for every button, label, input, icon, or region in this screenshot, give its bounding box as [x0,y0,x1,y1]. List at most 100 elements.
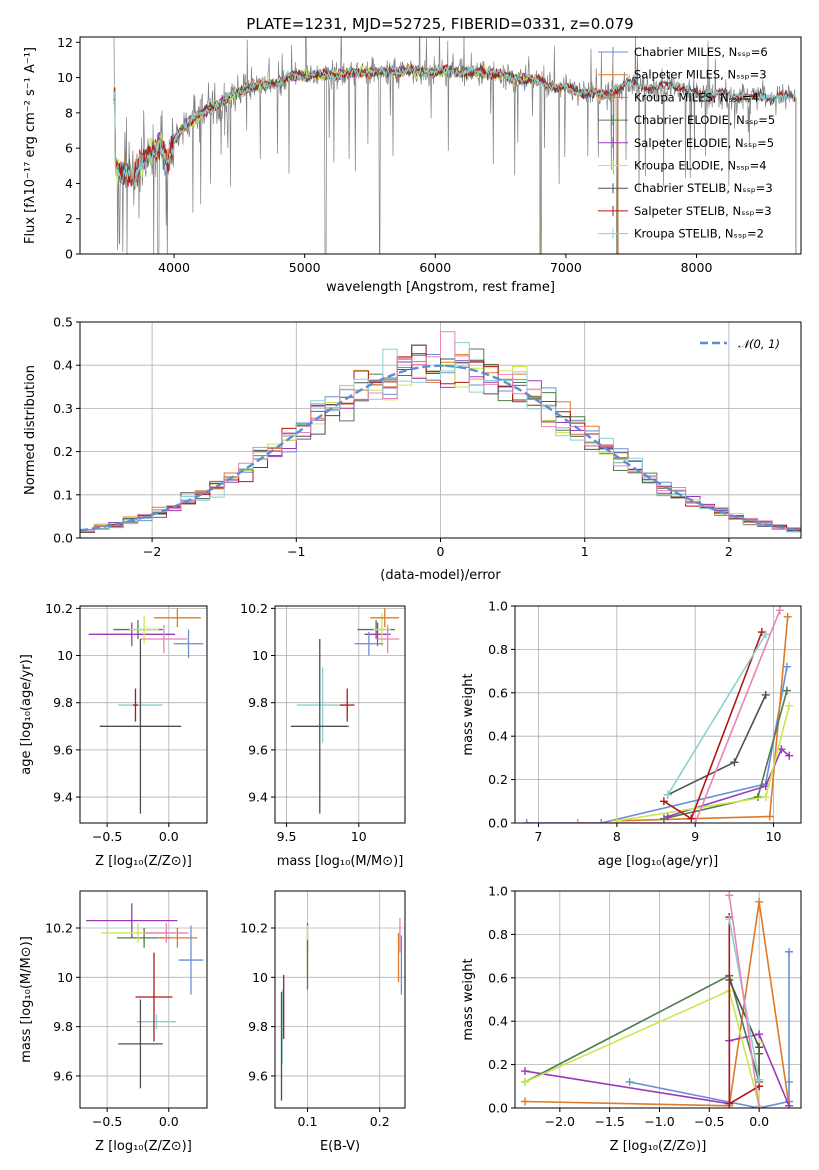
age-weight-series-8 [577,610,781,823]
ebv-mass-ytick-label: 10.2 [240,920,268,935]
spectrum-xtick-label: 7000 [550,260,582,275]
z-weight-series-1 [524,901,790,1107]
mass-age-errorbar-5 [376,624,400,654]
residuals-plot-area [80,331,801,534]
z-age-xtick-label: −0.5 [92,829,122,844]
z-weight-marker [520,1097,529,1106]
age-weight-frame [514,605,802,824]
mass-age-ytick-label: 9.6 [248,742,268,757]
z-weight-marker [520,1067,529,1076]
figure-title: PLATE=1231, MJD=52725, FIBERID=0331, z=0… [246,15,633,33]
mass-age-ytick-label: 9.4 [248,790,268,805]
spectrum-xtick-label: 6000 [419,260,451,275]
z-age-errorbar-4 [173,629,204,658]
z-mass-ytick-label: 9.8 [53,1019,73,1034]
age-weight-series-6 [663,631,763,820]
z-mass-errorbar-7 [135,952,173,1042]
age-weight-ylabel: mass weight [461,673,476,755]
residuals-legend: 𝒩(0, 1) [700,337,780,351]
z-weight-marker [725,1099,734,1108]
z-age-errorbar-7 [133,688,138,722]
residuals-hist-8 [80,331,801,532]
spectrum-legend-label: Salpeter MILES, Nₛₛₚ=3 [634,68,767,82]
z-age-ytick-label: 9.8 [53,695,73,710]
age-weight-plot-area [522,606,794,823]
residuals-axes: −2 −1 0 1 2 0.0 0.1 0.2 0.3 0.4 0.5 [53,315,801,559]
z-age-errorbar-3 [153,608,201,628]
z-weight-xlabel: Z [log₁₀(Z/Z⊙)] [610,1139,707,1154]
z-mass-errorbar-6 [136,1014,177,1030]
z-age-xtick-label: 0.0 [159,829,179,844]
spectrum-legend-label: Chabrier STELIB, Nₛₛₚ=3 [634,181,773,195]
age-weight-ytick-label: 0.6 [488,685,508,700]
ebv-mass-frame [274,890,406,1109]
spectrum-xtick-label: 5000 [289,260,321,275]
z-age-ytick-label: 9.6 [53,742,73,757]
age-weight-marker [782,686,791,695]
z-weight-xtick-label: −1.0 [644,1114,674,1129]
age-weight-marker [782,662,791,671]
z-mass-xlabel: Z [log₁₀(Z/Z⊙)] [95,1139,192,1154]
z-age-errorbar-8 [99,639,182,814]
ebv-mass-ytick-label: 10 [252,970,268,985]
mass-age-errorbar-4 [354,631,384,656]
age-weight-marker [730,758,739,767]
z-mass-ytick-label: 10 [57,970,73,985]
age-weight-marker [687,814,696,823]
z-mass-frame [79,890,208,1109]
residuals-xtick-label: 2 [725,544,733,559]
z-weight-ytick-label: 0.8 [488,927,508,942]
spectrum-model-2 [113,63,619,254]
age-weight-grid [515,605,801,824]
ebv-mass-xtick-label: 0.1 [298,1114,318,1129]
spectrum-model-1 [113,63,619,254]
age-weight-marker [785,751,794,760]
z-weight-series-8 [728,895,760,1108]
z-weight-xtick-label: −0.5 [694,1114,724,1129]
spectrum-ytick-label: 0 [65,247,73,262]
spectrum-model-5 [113,64,541,254]
z-mass-ytick-label: 9.6 [53,1068,73,1083]
age-weight-ytick-label: 0.8 [488,642,508,657]
residuals-frame [79,321,802,539]
z-age-ylabel: age [log₁₀(age/yr)] [19,654,34,775]
z-mass-errorbar-4 [178,925,204,995]
z-weight-xtick-label: −2.0 [545,1114,575,1129]
spectrum-frame [79,36,802,255]
z-weight-marker [725,891,734,900]
ebv-mass-plot-area [280,918,403,1101]
residuals-xtick-label: −1 [287,544,305,559]
spectrum-legend-label: Chabrier MILES, Nₛₛₚ=6 [634,45,768,59]
z-weight-axes: −2.0 −1.5 −1.0 −0.5 0.0 0.0 0.2 0.4 0.6 0.8 1.0 [488,884,801,1129]
age-weight-series-0 [526,666,788,823]
mass-age-xlabel: mass [log₁₀(M/M⊙)] [277,854,404,869]
age-weight-marker [691,819,700,823]
z-age-ytick-label: 9.4 [53,790,73,805]
spectrum-ytick-label: 8 [65,105,73,120]
residuals-xtick-label: −2 [143,544,161,559]
spectrum-ytick-label: 4 [65,176,73,191]
spectrum-legend-label: Salpeter STELIB, Nₛₛₚ=3 [634,204,772,218]
spectrum-legend: Chabrier MILES, Nₛₛₚ=6 Salpeter MILES, Nₛ… [598,45,775,241]
age-weight-marker [659,797,668,806]
mass-age-ytick-label: 9.8 [248,695,268,710]
mass-age-ytick-label: 10.2 [240,601,268,616]
z-weight-ylabel: mass weight [461,958,476,1040]
age-weight-series-2 [663,690,788,820]
z-weight-ytick-label: 0.4 [488,1014,508,1029]
z-weight-marker [755,1043,764,1052]
spectrum-xtick-label: 8000 [681,260,713,275]
residuals-legend-label: 𝒩(0, 1) [738,337,780,351]
z-weight-marker [785,1101,794,1108]
z-weight-plot-area [520,891,794,1108]
age-weight-marker [765,812,774,821]
age-weight-marker [761,690,770,699]
ebv-mass-xlabel: E(B-V) [320,1139,360,1154]
spectrum-legend-label: Chabrier ELODIE, Nₛₛₚ=5 [634,113,775,127]
z-mass-xtick-label: −0.5 [92,1114,122,1129]
z-weight-marker [755,1075,764,1084]
age-weight-xtick-label: 7 [535,829,543,844]
z-mass-xtick-label: 0.0 [159,1114,179,1129]
age-weight-marker [522,819,531,823]
spectrum-ylabel: Flux [fλ10⁻¹⁷ erg cm⁻² s⁻¹ A⁻¹] [23,47,38,244]
